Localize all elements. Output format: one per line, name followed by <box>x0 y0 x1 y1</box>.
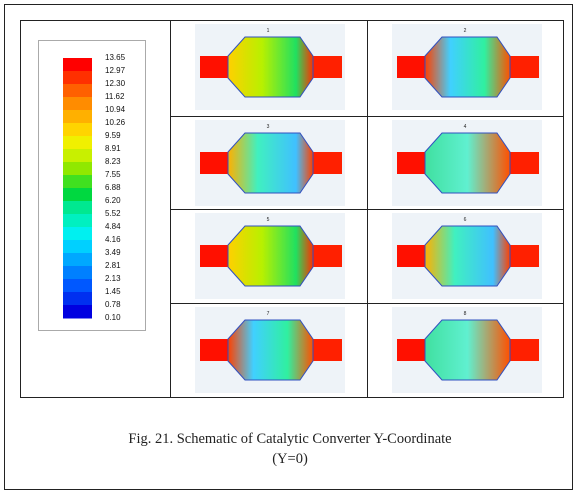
converter-body <box>425 320 510 380</box>
colorbar-segment <box>63 214 92 228</box>
colorbar-label: 9.59 <box>105 131 121 140</box>
colorbar-label: 0.78 <box>105 300 121 309</box>
colorbar-label: 1.45 <box>105 287 121 296</box>
colorbar-label: 4.16 <box>105 235 121 244</box>
colorbar-segment <box>63 188 92 202</box>
colorbar-segment <box>63 110 92 124</box>
converter-body <box>425 37 510 97</box>
colorbar-label: 10.26 <box>105 118 126 127</box>
inlet <box>200 339 232 361</box>
outlet <box>310 152 342 174</box>
inlet <box>200 152 232 174</box>
inlet <box>397 152 429 174</box>
colorbar-segment <box>63 240 92 254</box>
colorbar-label: 8.91 <box>105 144 121 153</box>
colorbar-segment <box>63 149 92 163</box>
colorbar-segment <box>63 279 92 293</box>
inlet <box>397 339 429 361</box>
figure: Fig. 21. Schematic of Catalytic Converte… <box>0 0 577 492</box>
colorbar-label: 6.20 <box>105 196 121 205</box>
outlet <box>507 339 539 361</box>
caption: Fig. 21. Schematic of Catalytic Converte… <box>128 431 451 447</box>
caption: (Y=0) <box>272 451 308 467</box>
colorbar-label: 7.55 <box>105 170 121 179</box>
converter-body <box>228 133 313 193</box>
colorbar-segment <box>63 58 92 72</box>
colorbar-label: 11.62 <box>105 92 125 101</box>
inlet <box>200 245 232 267</box>
colorbar-label: 2.13 <box>105 274 121 283</box>
converter-body <box>425 226 510 286</box>
panel-label: 2 <box>464 28 467 34</box>
colorbar-label: 8.23 <box>105 157 121 166</box>
colorbar <box>63 58 92 319</box>
colorbar-segment <box>63 266 92 280</box>
inlet <box>397 245 429 267</box>
panel-label: 7 <box>267 311 270 317</box>
colorbar-segment <box>63 227 92 241</box>
converter-body <box>228 37 313 97</box>
colorbar-label: 10.94 <box>105 105 126 114</box>
panel-label: 8 <box>464 311 467 317</box>
colorbar-segment <box>63 97 92 111</box>
colorbar-segment <box>63 292 92 306</box>
colorbar-segment <box>63 71 92 85</box>
colorbar-segment <box>63 201 92 215</box>
inlet <box>200 56 232 78</box>
outlet <box>310 339 342 361</box>
colorbar-label: 0.10 <box>105 313 121 322</box>
colorbar-segment <box>63 305 92 319</box>
panel-label: 3 <box>267 124 270 130</box>
panel-label: 6 <box>464 217 467 223</box>
colorbar-label: 2.81 <box>105 261 121 270</box>
panel-label: 5 <box>267 217 270 223</box>
outlet <box>310 56 342 78</box>
colorbar-label: 3.49 <box>105 248 121 257</box>
converter-body <box>228 320 313 380</box>
inlet <box>397 56 429 78</box>
colorbar-segment <box>63 123 92 137</box>
colorbar-segment <box>63 162 92 176</box>
colorbar-segment <box>63 253 92 267</box>
colorbar-label: 12.97 <box>105 66 126 75</box>
colorbar-label: 4.84 <box>105 222 121 231</box>
colorbar-segment <box>63 136 92 150</box>
panel-label: 4 <box>464 124 467 130</box>
converter-body <box>228 226 313 286</box>
outlet <box>507 56 539 78</box>
colorbar-label: 6.88 <box>105 183 121 192</box>
panel-label: 1 <box>267 28 270 34</box>
outlet <box>310 245 342 267</box>
colorbar-label: 12.30 <box>105 79 126 88</box>
converter-body <box>425 133 510 193</box>
outlet <box>507 245 539 267</box>
colorbar-segment <box>63 84 92 98</box>
colorbar-label: 5.52 <box>105 209 121 218</box>
colorbar-segment <box>63 175 92 189</box>
outlet <box>507 152 539 174</box>
colorbar-label: 13.65 <box>105 53 126 62</box>
